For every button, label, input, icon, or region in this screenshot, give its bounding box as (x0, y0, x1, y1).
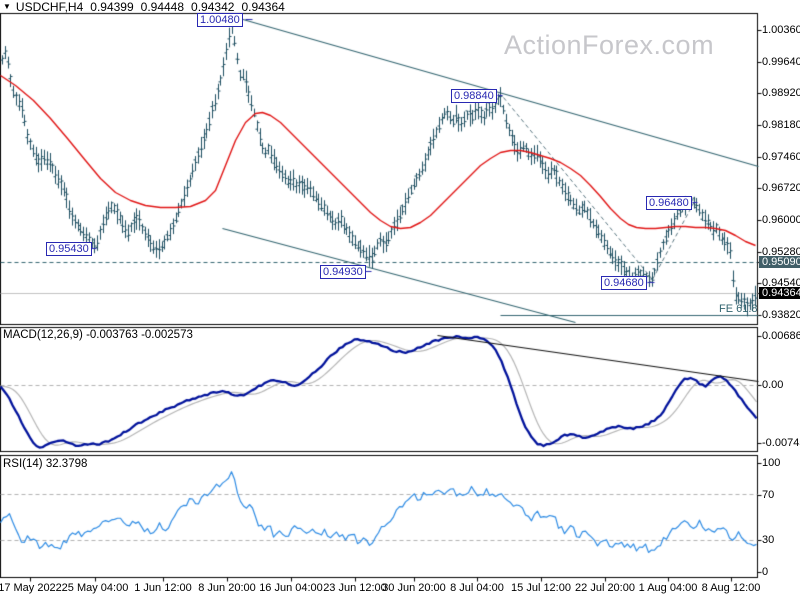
date-axis-label: 15 Jul 12:00 (511, 582, 571, 594)
price-axis-label: 0.97460 (762, 151, 800, 163)
price-annotation-box: 0.98840 (451, 89, 497, 103)
macd-axis-label: 0.006861 (762, 330, 800, 342)
price-axis-label: 0.96000 (762, 214, 800, 226)
macd-axis-label: -0.007454 (762, 437, 800, 449)
last-price-axis-label: 0.94364 (759, 287, 800, 299)
date-axis-label: 22 Jul 20:00 (575, 582, 635, 594)
price-annotation-box: 0.96480 (646, 196, 692, 210)
rsi-axis-label: 70 (762, 489, 775, 501)
watermark: ActionForex.com (504, 30, 715, 60)
price-axis-label: 0.98920 (762, 87, 800, 99)
level-axis-label: 0.95090 (759, 256, 800, 268)
price-axis-label: 0.98180 (762, 119, 800, 131)
price-annotation-box: 0.94930 (320, 265, 366, 279)
date-axis-label: 1 Aug 04:00 (638, 582, 698, 594)
date-axis-label: 8 Aug 12:00 (701, 582, 761, 594)
symbol-dropdown-arrow[interactable]: ▼ (3, 2, 11, 11)
quote-low: 0.94342 (191, 0, 235, 14)
date-axis-label: 16 Jun 04:00 (259, 582, 323, 594)
quote-close: 0.94364 (241, 0, 285, 14)
rsi-axis-label: 30 (762, 534, 775, 546)
fib-extension-label: FE 61.8 (719, 303, 758, 315)
rsi-axis-label: 100 (762, 457, 781, 469)
date-axis-label: 8 Jul 04:00 (450, 582, 504, 594)
rsi-axis-label: 0 (762, 566, 769, 578)
quote-high: 0.94448 (140, 0, 185, 14)
date-axis-label: 17 May 2022 (0, 582, 62, 594)
macd-indicator-label: MACD(12,26,9) -0.003763 -0.002573 (3, 329, 193, 341)
price-axis-label: 0.95280 (762, 246, 800, 258)
price-annotation-box: 0.94680 (601, 276, 647, 290)
price-annotation-box: 1.00480 (197, 13, 243, 27)
price-axis-label: 0.99640 (762, 56, 800, 68)
date-axis-label: 1 Jun 12:00 (134, 582, 192, 594)
price-axis-label: 0.94540 (762, 277, 800, 289)
date-axis-label: 25 May 04:00 (61, 582, 129, 594)
price-axis-label: 0.93820 (762, 309, 800, 321)
date-axis-label: 8 Jun 20:00 (198, 582, 256, 594)
quote-open: 0.94399 (90, 0, 134, 14)
macd-axis-label: 0.00 (762, 379, 784, 391)
price-annotation-box: 0.95430 (46, 242, 92, 256)
symbol-label: USDCHF,H4 (15, 0, 84, 14)
date-axis-label: 30 Jun 20:00 (382, 582, 446, 594)
price-axis-label: 0.96720 (762, 182, 800, 194)
rsi-indicator-label: RSI(14) 32.3798 (3, 458, 88, 470)
price-axis-label: 1.00360 (762, 24, 800, 36)
chart-title: ▼ USDCHF,H4 0.94399 0.94448 0.94342 0.94… (3, 0, 285, 14)
date-axis-label: 23 Jun 12:00 (323, 582, 387, 594)
